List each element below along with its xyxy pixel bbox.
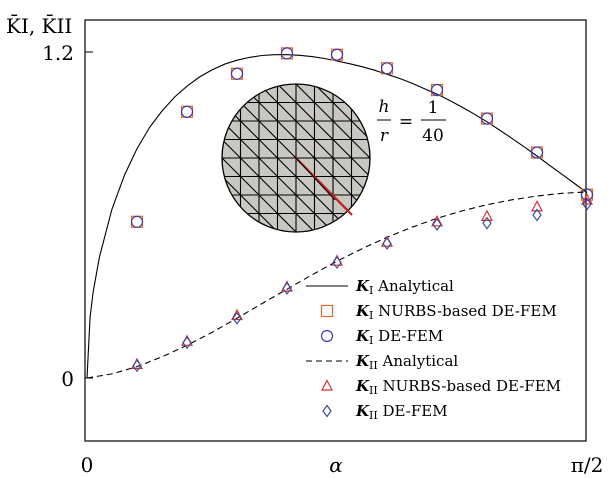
legend-item-3: KI DE-FEM xyxy=(320,327,443,347)
series-layer xyxy=(86,47,594,379)
data-point xyxy=(480,112,494,125)
data-point xyxy=(130,215,144,228)
y-tick-label-max: 1.2 xyxy=(42,41,74,65)
mesh-ratio-annotation: h r = 1 40 xyxy=(377,97,446,146)
data-point xyxy=(180,105,194,118)
series-3 xyxy=(130,47,594,228)
data-point xyxy=(232,311,242,325)
legend-label: KII Analytical xyxy=(355,352,458,372)
legend-item-6: KII DE-FEM xyxy=(322,402,448,422)
legend-item-5: KII NURBS-based DE-FEM xyxy=(321,377,561,397)
series-4 xyxy=(86,191,588,379)
legend-label: KI Analytical xyxy=(355,277,454,297)
data-point xyxy=(532,208,542,222)
data-point xyxy=(582,197,592,211)
data-point xyxy=(182,336,192,350)
series-line-1 xyxy=(86,54,588,379)
data-point xyxy=(282,281,292,295)
legend-item-1: KI Analytical xyxy=(306,277,454,297)
data-point xyxy=(530,146,544,159)
y-tick-label-min: 0 xyxy=(61,367,74,391)
data-point xyxy=(380,62,394,75)
data-point xyxy=(132,359,142,373)
legend-swatch xyxy=(320,329,334,343)
legend-swatch xyxy=(320,304,334,318)
legend-label: KI NURBS-based DE-FEM xyxy=(355,302,557,322)
data-point xyxy=(431,215,444,227)
data-point xyxy=(230,308,243,321)
annotation-r: r xyxy=(380,126,389,146)
legend-swatch xyxy=(321,379,333,391)
data-point xyxy=(330,48,344,61)
y-axis-label: K̄I, K̄II xyxy=(6,13,72,38)
annotation-h: h xyxy=(379,97,390,117)
legend-swatch xyxy=(322,404,332,418)
data-point xyxy=(580,188,594,201)
legend-label: KI DE-FEM xyxy=(355,327,443,347)
data-point xyxy=(382,237,392,251)
data-point xyxy=(480,209,493,221)
data-point xyxy=(280,47,294,60)
data-point xyxy=(432,217,442,232)
legend-label: KII NURBS-based DE-FEM xyxy=(355,377,561,397)
legend-label: KII DE-FEM xyxy=(355,402,448,422)
series-6 xyxy=(132,197,592,373)
data-point xyxy=(581,193,593,205)
series-line-4 xyxy=(86,191,588,379)
legend-item-4: KII Analytical xyxy=(306,352,458,372)
annotation-denominator: 40 xyxy=(422,126,444,146)
inset-mesh-image xyxy=(221,83,371,233)
data-point xyxy=(430,83,444,97)
plot-frame xyxy=(84,19,587,442)
series-1 xyxy=(86,54,588,379)
data-point xyxy=(482,216,492,230)
data-point xyxy=(332,256,342,270)
data-point xyxy=(530,200,543,212)
legend-item-2: KI NURBS-based DE-FEM xyxy=(320,302,557,322)
annotation-numerator: 1 xyxy=(428,98,439,118)
annotation-equals: = xyxy=(399,112,413,132)
data-point xyxy=(230,67,244,80)
x-axis-label: α xyxy=(329,453,343,477)
x-tick-label-max: π/2 xyxy=(571,453,604,477)
legend: KI Analytical KI NURBS-based DE-FEM KI DE-… xyxy=(306,277,561,422)
x-tick-label-min: 0 xyxy=(81,453,94,477)
